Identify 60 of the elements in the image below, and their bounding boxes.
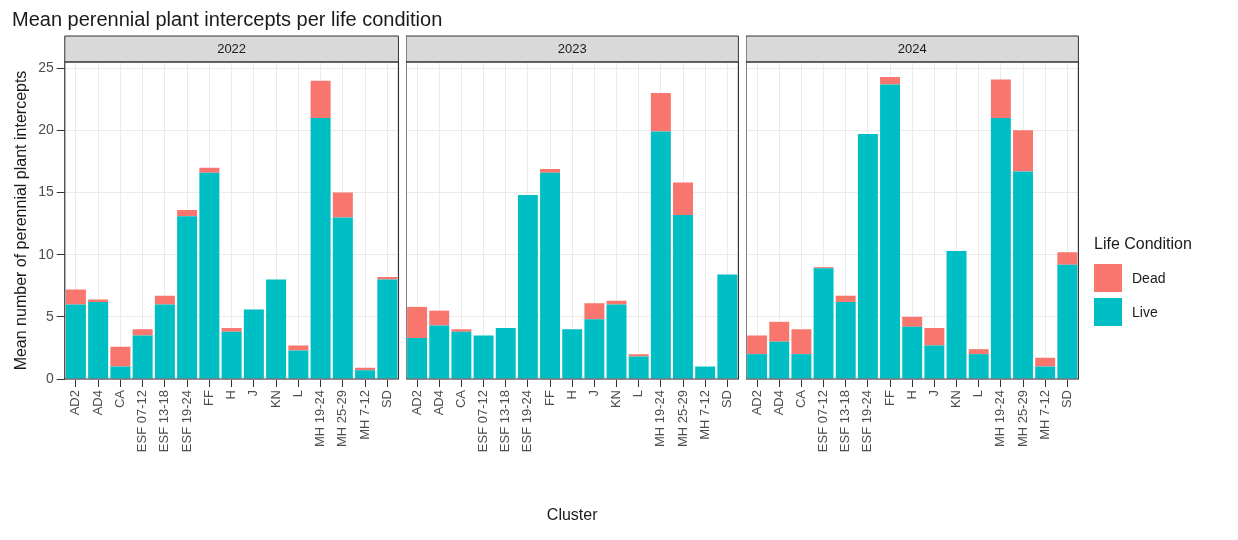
x-tick-label: MH 25-29 bbox=[674, 390, 690, 448]
x-tick-label: AD2 bbox=[67, 390, 83, 416]
x-tick-label: MH 19-24 bbox=[312, 390, 328, 448]
x-tick-label: AD4 bbox=[430, 390, 446, 416]
x-tick-label: J bbox=[925, 390, 941, 397]
x-tick-label: FF bbox=[541, 389, 557, 406]
chart-title: Mean perennial plant intercepts per life condition bbox=[11, 8, 444, 32]
x-tick-label: CA bbox=[792, 389, 808, 409]
x-tick-label: CA bbox=[452, 389, 468, 409]
chart-subtitle: 2023 bbox=[557, 40, 587, 56]
x-tick-label: SD bbox=[1058, 390, 1074, 409]
chart-subtitle: 2022 bbox=[217, 40, 247, 56]
x-tick-label: H bbox=[223, 390, 239, 400]
x-tick-label: ESF 19-24 bbox=[178, 390, 194, 453]
x-tick-label: MH 25-29 bbox=[334, 390, 350, 448]
x-tick-label: AD2 bbox=[748, 390, 764, 416]
x-tick-label: ESF 19-24 bbox=[859, 390, 875, 453]
x-tick-label: MH 7-12 bbox=[1036, 390, 1052, 440]
x-tick-label: AD4 bbox=[89, 390, 105, 416]
x-tick-label: J bbox=[245, 390, 261, 397]
x-tick-label: H bbox=[563, 390, 579, 400]
y-tick-label: 0 bbox=[45, 369, 54, 386]
x-tick-label: CA bbox=[111, 389, 127, 409]
x-tick-label: KN bbox=[948, 390, 964, 409]
x-tick-label: ESF 07-12 bbox=[475, 390, 491, 453]
x-tick-label: L bbox=[970, 390, 986, 398]
x-tick-label: L bbox=[630, 390, 646, 398]
x-tick-label: AD4 bbox=[770, 390, 786, 416]
legend-label: Dead bbox=[1132, 269, 1166, 286]
x-tick-label: ESF 13-18 bbox=[497, 390, 513, 453]
y-tick-label: 20 bbox=[38, 121, 54, 138]
x-tick-label: KN bbox=[267, 390, 283, 409]
x-tick-label: ESF 19-24 bbox=[519, 390, 535, 453]
legend-label: Live bbox=[1132, 303, 1158, 320]
x-tick-label: H bbox=[903, 390, 919, 400]
x-tick-label: MH 7-12 bbox=[696, 390, 712, 440]
x-tick-label: J bbox=[585, 390, 601, 397]
y-tick-label: 5 bbox=[45, 307, 54, 324]
y-tick-label: 15 bbox=[38, 183, 54, 200]
x-tick-label: SD bbox=[378, 390, 394, 409]
y-tick-label: 10 bbox=[38, 245, 54, 262]
x-tick-label: FF bbox=[881, 389, 897, 406]
x-tick-label: ESF 07-12 bbox=[815, 390, 831, 453]
y-tick-label: 25 bbox=[38, 59, 54, 76]
x-tick-label: MH 19-24 bbox=[652, 390, 668, 448]
x-tick-label: FF bbox=[200, 389, 216, 406]
chart-subtitle: 2024 bbox=[897, 40, 927, 56]
x-axis-title: Cluster bbox=[546, 505, 599, 523]
x-tick-label: ESF 13-18 bbox=[156, 390, 172, 453]
x-tick-label: SD bbox=[718, 390, 734, 409]
x-tick-label: MH 7-12 bbox=[356, 390, 372, 440]
legend-title: Life Condition bbox=[1094, 234, 1192, 253]
x-tick-label: ESF 13-18 bbox=[837, 390, 853, 453]
y-axis-title: Mean number of perennial plant intercepts bbox=[12, 70, 30, 371]
x-tick-label: L bbox=[289, 390, 305, 398]
x-tick-label: ESF 07-12 bbox=[134, 390, 150, 453]
x-tick-label: MH 19-24 bbox=[992, 390, 1008, 448]
x-tick-label: MH 25-29 bbox=[1014, 390, 1030, 448]
x-tick-label: KN bbox=[608, 390, 624, 409]
x-tick-label: AD2 bbox=[408, 390, 424, 416]
